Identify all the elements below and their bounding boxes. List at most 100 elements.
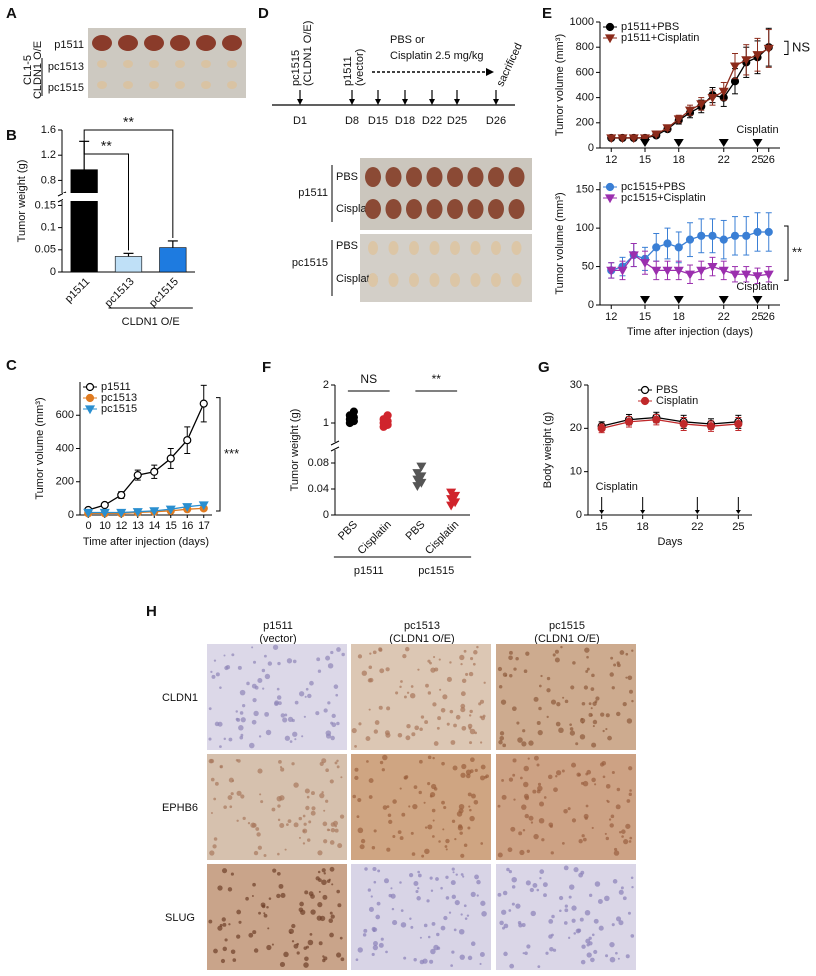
cell bbox=[458, 928, 465, 935]
cell bbox=[400, 909, 404, 912]
cell bbox=[507, 847, 513, 853]
marker bbox=[752, 272, 763, 281]
x-tick-label: 16 bbox=[182, 520, 194, 532]
cell bbox=[522, 952, 525, 955]
cell bbox=[481, 911, 487, 917]
tumor bbox=[196, 35, 216, 51]
cell bbox=[610, 814, 615, 819]
tumor bbox=[429, 241, 440, 255]
cell bbox=[479, 699, 485, 704]
cell bbox=[538, 706, 542, 711]
cell bbox=[425, 683, 429, 688]
cell bbox=[580, 959, 586, 965]
cell bbox=[417, 887, 420, 890]
cell bbox=[482, 714, 486, 718]
marker bbox=[708, 231, 717, 240]
cell bbox=[419, 936, 422, 939]
cell bbox=[465, 672, 469, 676]
group-label: pc1515 bbox=[418, 565, 454, 577]
panel-letter: B bbox=[6, 127, 17, 144]
marker bbox=[446, 488, 457, 498]
cell bbox=[473, 650, 478, 655]
marker bbox=[604, 34, 616, 44]
cell bbox=[258, 911, 261, 915]
cell bbox=[460, 707, 466, 713]
cell bbox=[541, 838, 545, 842]
tumor-photo bbox=[88, 28, 246, 98]
treatment-marker bbox=[752, 139, 763, 147]
cell bbox=[442, 828, 445, 831]
cell bbox=[388, 819, 393, 825]
cell bbox=[331, 713, 336, 719]
cell bbox=[423, 923, 428, 928]
marker bbox=[116, 508, 127, 518]
cell bbox=[443, 915, 448, 921]
cell bbox=[230, 949, 236, 955]
cell bbox=[580, 781, 584, 785]
cell bbox=[253, 948, 259, 953]
cell bbox=[405, 775, 409, 779]
group-label: p1511 bbox=[298, 187, 328, 199]
significance: ** bbox=[792, 245, 802, 260]
cell bbox=[529, 887, 535, 893]
cell bbox=[474, 874, 479, 880]
x-tick-label: 14 bbox=[149, 520, 161, 532]
y-tick-label: 100 bbox=[576, 222, 594, 234]
y-tick-label: 200 bbox=[576, 117, 594, 129]
cell bbox=[392, 834, 396, 838]
cell bbox=[620, 886, 624, 890]
y-axis-title: Tumor weight (g) bbox=[289, 409, 301, 492]
cell bbox=[228, 923, 231, 926]
y-tick-label: 1000 bbox=[570, 16, 594, 28]
cell bbox=[450, 964, 453, 967]
cell bbox=[362, 933, 367, 937]
cell bbox=[252, 698, 257, 703]
cell bbox=[528, 815, 534, 821]
cell bbox=[597, 899, 603, 904]
arrow-head bbox=[486, 68, 494, 76]
cell bbox=[219, 923, 223, 927]
cell bbox=[277, 818, 281, 822]
cell bbox=[325, 799, 329, 803]
tumor bbox=[470, 241, 481, 255]
cell bbox=[629, 789, 632, 792]
cell bbox=[450, 880, 456, 886]
cell bbox=[426, 899, 430, 903]
cell bbox=[427, 659, 431, 663]
cell bbox=[266, 906, 269, 909]
y-tick-label: 1 bbox=[323, 417, 329, 429]
cell bbox=[628, 689, 633, 694]
marker bbox=[697, 231, 706, 240]
group-label: pc1515 bbox=[292, 257, 328, 269]
cell bbox=[247, 822, 251, 825]
cell bbox=[518, 923, 523, 928]
cell bbox=[432, 819, 435, 822]
bracket bbox=[784, 225, 789, 281]
cell bbox=[498, 740, 503, 745]
cell bbox=[584, 647, 590, 653]
cell bbox=[608, 818, 612, 821]
cell bbox=[397, 830, 402, 834]
marker bbox=[639, 134, 651, 144]
cell bbox=[626, 718, 633, 724]
cell bbox=[561, 841, 565, 845]
row-label: PBS bbox=[336, 240, 358, 252]
cell bbox=[480, 764, 486, 770]
cell bbox=[325, 768, 329, 773]
cell bbox=[333, 820, 338, 826]
cell bbox=[382, 754, 388, 761]
cell bbox=[545, 951, 549, 955]
cell bbox=[455, 873, 458, 876]
cell bbox=[501, 794, 507, 800]
cell bbox=[309, 932, 313, 936]
marker bbox=[450, 491, 461, 501]
marker bbox=[416, 462, 427, 472]
cell bbox=[307, 838, 311, 842]
cell bbox=[513, 798, 516, 801]
cell bbox=[279, 766, 283, 769]
day-label: D15 bbox=[368, 115, 388, 127]
cell bbox=[563, 921, 568, 925]
cell bbox=[375, 914, 381, 920]
cell bbox=[280, 892, 286, 898]
tumor bbox=[144, 35, 164, 51]
